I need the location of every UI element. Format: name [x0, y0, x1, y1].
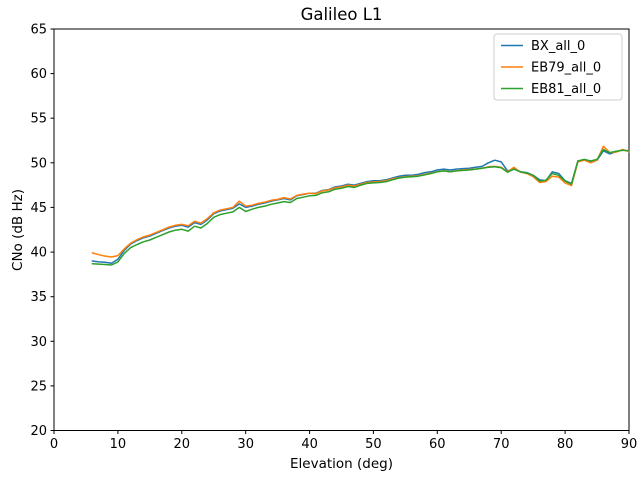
x-tick-label: 60	[429, 437, 446, 452]
x-axis-label: Elevation (deg)	[290, 456, 393, 472]
chart-title: Galileo L1	[301, 5, 383, 24]
y-tick-label: 45	[30, 201, 47, 216]
x-tick-label: 0	[50, 437, 58, 452]
x-tick-label: 20	[174, 437, 191, 452]
axis-ticks: 0 10 20 30 40 50 60 70 80 90 20 25 30 35 40 45 50 55 60 65	[30, 23, 637, 453]
series-line-BX_all_0	[91, 149, 630, 264]
legend: BX_all_0 EB79_all_0 EB81_all_0	[493, 33, 623, 101]
y-tick-label: 35	[30, 290, 47, 305]
plot-frame	[53, 28, 630, 431]
data-series	[91, 145, 630, 266]
legend-label-EB81_all_0: EB81_all_0	[531, 82, 601, 97]
y-tick-label: 60	[30, 67, 47, 82]
x-tick-label: 90	[621, 437, 638, 452]
legend-box	[493, 33, 623, 101]
y-tick-label: 30	[30, 335, 47, 350]
y-tick-label: 25	[30, 379, 47, 394]
x-tick-label: 40	[301, 437, 318, 452]
series-line-EB81_all_0	[91, 148, 630, 266]
legend-label-EB79_all_0: EB79_all_0	[531, 61, 601, 76]
y-tick-label: 65	[30, 23, 47, 38]
x-tick-label: 80	[557, 437, 574, 452]
legend-label-BX_all_0: BX_all_0	[531, 39, 585, 54]
x-tick-label: 30	[237, 437, 254, 452]
series-line-EB79_all_0	[91, 145, 630, 258]
y-tick-label: 20	[30, 424, 47, 439]
x-tick-label: 10	[110, 437, 127, 452]
y-tick-label: 40	[30, 246, 47, 261]
y-axis-label: CNo (dB Hz)	[10, 189, 26, 271]
x-tick-label: 70	[493, 437, 510, 452]
y-tick-label: 50	[30, 156, 47, 171]
x-tick-label: 50	[365, 437, 382, 452]
y-tick-label: 55	[30, 112, 47, 127]
